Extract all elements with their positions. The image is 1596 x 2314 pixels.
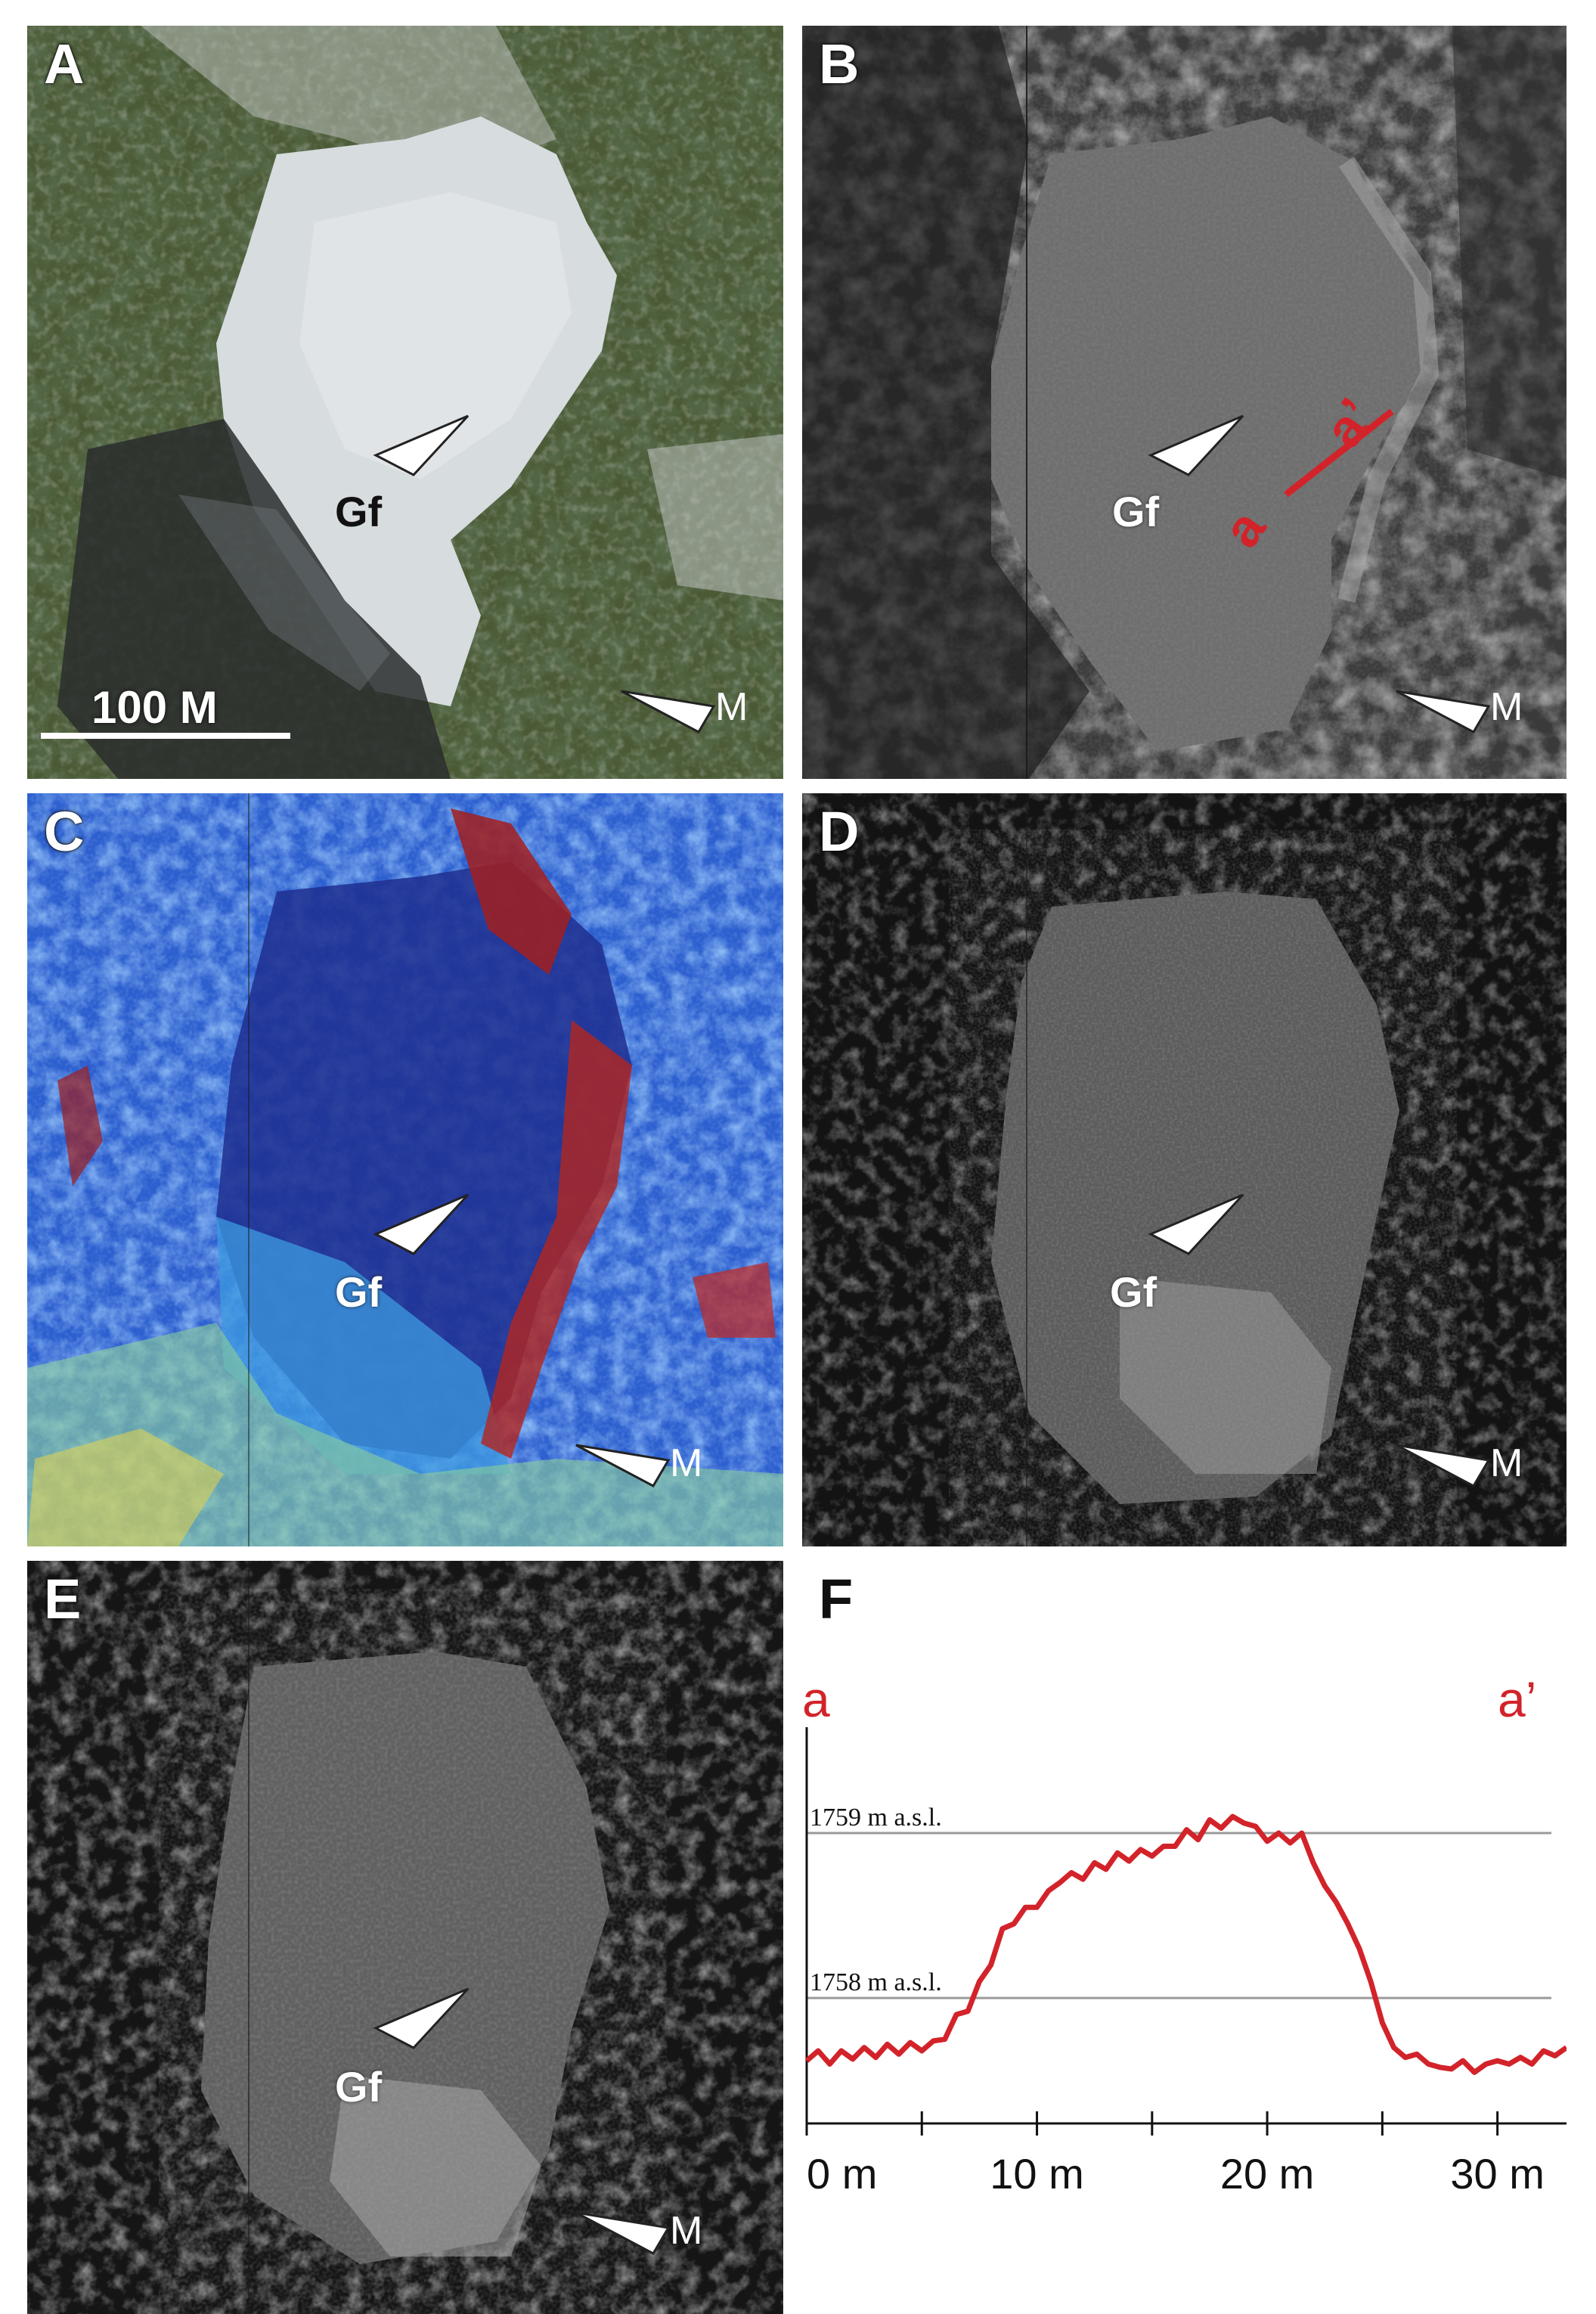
hillshade-dark-image <box>27 1561 783 2314</box>
label-gf: Gf <box>1112 488 1160 535</box>
label-gf: Gf <box>335 2063 383 2111</box>
scale-bar <box>41 733 290 739</box>
orthophoto-image <box>27 26 783 779</box>
arrow-gf-icon <box>373 1987 470 2049</box>
label-m: M <box>1490 685 1523 729</box>
x-tick-label: 20 m <box>1220 2150 1315 2198</box>
panel-a-orthophoto: A Gf M 100 M <box>27 26 783 779</box>
x-tick-label: 0 m <box>807 2150 877 2198</box>
tile-seam <box>248 793 249 1546</box>
arrow-m-icon <box>1396 690 1491 734</box>
panel-f-profile-chart: F a a’ 1759 m a.s.l. 1758 m a.s.l. 0 m 10 m… <box>802 1561 1567 2314</box>
scale-bar-label: 100 M <box>91 682 218 733</box>
section-line <box>1284 408 1394 498</box>
panel-b-hillshade: B Gf a a’ M <box>802 26 1567 779</box>
x-tick-label: 10 m <box>990 2150 1084 2198</box>
label-gf: Gf <box>1110 1268 1157 1316</box>
arrow-m-icon <box>1396 1444 1491 1487</box>
arrow-gf-icon <box>373 414 470 476</box>
arrow-m-icon <box>621 690 716 734</box>
arrow-gf-icon <box>373 1193 470 1255</box>
tile-seam <box>1026 793 1027 1546</box>
profile-start-label: a <box>802 1671 830 1727</box>
label-gf: Gf <box>335 1268 383 1316</box>
arrow-gf-icon <box>1148 414 1244 476</box>
arrow-gf-icon <box>1148 1193 1244 1255</box>
panel-label-e: E <box>44 1568 82 1630</box>
label-m: M <box>1490 1441 1523 1485</box>
x-tick-label: 30 m <box>1450 2150 1545 2198</box>
profile-series-line <box>804 1813 1567 2075</box>
panel-label-b: B <box>819 33 860 95</box>
hillshade-image <box>802 26 1567 779</box>
tile-seam <box>248 1561 249 2314</box>
label-m: M <box>670 1441 703 1485</box>
profile-end-label: a’ <box>1498 1671 1537 1727</box>
tile-seam <box>1026 26 1027 779</box>
reference-line-label: 1759 m a.s.l. <box>810 1804 942 1832</box>
panel-label-c: C <box>44 800 85 863</box>
label-m: M <box>670 2209 703 2253</box>
reference-line-label: 1758 m a.s.l. <box>810 1968 942 1996</box>
arrow-m-icon <box>575 2211 671 2255</box>
profile-chart: 1759 m a.s.l. 1758 m a.s.l. 0 m 10 m 20 m 30 … <box>804 1727 1567 2198</box>
arrow-m-icon <box>575 1444 671 1487</box>
panel-label-f: F <box>819 1568 854 1630</box>
label-m: M <box>715 685 748 729</box>
panel-label-d: D <box>819 800 860 863</box>
intensity-image <box>802 793 1567 1546</box>
panel-e-hillshade-dark: E Gf M <box>27 1561 783 2314</box>
panel-label-a: A <box>44 33 85 95</box>
panel-c-slope-map: C Gf M <box>27 793 783 1546</box>
label-gf: Gf <box>335 488 383 535</box>
slope-map-image <box>27 793 783 1546</box>
panel-d-intensity: D Gf M <box>802 793 1567 1546</box>
